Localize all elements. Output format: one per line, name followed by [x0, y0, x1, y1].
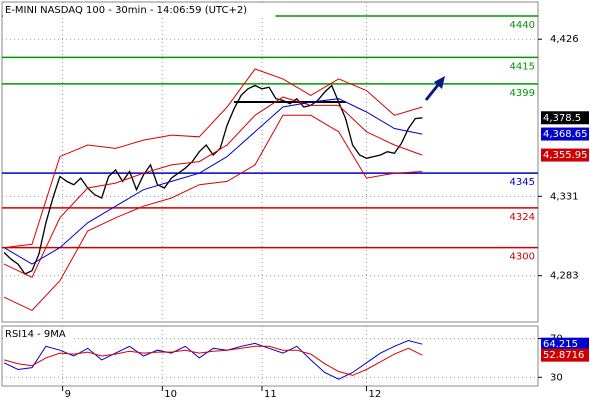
- price-label: 4,368.65: [543, 129, 588, 140]
- x-tick-label: 12: [369, 389, 382, 400]
- x-tick-label: 11: [264, 389, 277, 400]
- series-line: [3, 98, 423, 265]
- level-label: 4345: [510, 177, 535, 188]
- price-panel: [1, 1, 539, 323]
- level-label: 4415: [510, 61, 535, 72]
- series-line: [3, 84, 423, 275]
- series-line: [3, 339, 423, 380]
- price-label-box: [541, 148, 589, 162]
- y-tick-label: 4,426: [550, 34, 579, 45]
- level-label: 4440: [510, 20, 535, 31]
- price-label-box: [541, 127, 589, 141]
- y-tick-label: 4,283: [550, 271, 579, 282]
- chart-title: E-MINI NASDAQ 100 - 30min - 14:06:59 (UT…: [5, 5, 247, 16]
- price-label: 64.215: [543, 339, 578, 350]
- x-tick-label: 9: [65, 389, 71, 400]
- series-line: [4, 68, 423, 249]
- level-label: 4399: [510, 88, 535, 99]
- y-tick-label: 30: [550, 372, 563, 383]
- x-tick-label: 10: [164, 389, 177, 400]
- price-label: 52.8716: [543, 350, 584, 361]
- title-bg: [3, 327, 75, 341]
- price-label: 4,355.95: [543, 150, 588, 161]
- chart-title: RSI14 - 9MA: [5, 329, 66, 340]
- arrow-head: [434, 76, 445, 89]
- price-label: 4,378.5: [543, 113, 581, 124]
- series-line: [3, 345, 423, 376]
- series-line: [3, 96, 423, 278]
- title-bg: [3, 3, 276, 17]
- price-label-box: [541, 111, 589, 125]
- price-label-box: [541, 337, 589, 351]
- level-label: 4324: [510, 212, 535, 223]
- rsi-panel: [1, 325, 539, 387]
- series-line: [3, 114, 423, 312]
- level-label: 4300: [510, 252, 535, 263]
- price-label-box: [541, 348, 589, 362]
- y-tick-label: 4,331: [550, 191, 579, 202]
